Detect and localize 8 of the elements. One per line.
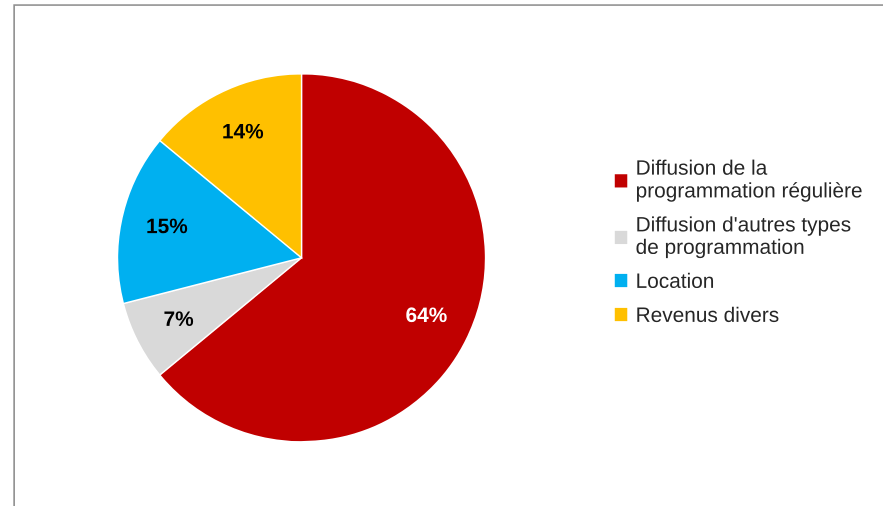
data-label: 14%: [223, 124, 264, 139]
legend-label: Revenus divers: [637, 306, 778, 322]
legend-label: Location: [637, 272, 714, 288]
data-label: 64%: [406, 307, 447, 322]
legend-label: Diffusion de la programmation régulière: [636, 160, 862, 202]
legend-label: Diffusion d'autres types de programmation: [636, 216, 850, 258]
data-label: 15%: [147, 218, 188, 234]
data-label: 7%: [164, 311, 194, 326]
